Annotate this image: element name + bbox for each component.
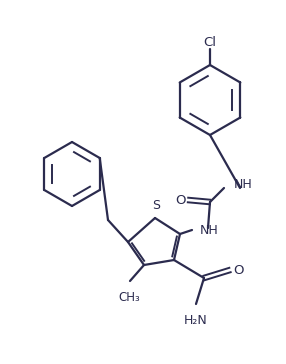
Text: O: O [176,194,186,206]
Text: O: O [233,264,243,277]
Text: H₂N: H₂N [184,314,208,327]
Text: NH: NH [234,178,253,190]
Text: Cl: Cl [204,36,217,48]
Text: CH₃: CH₃ [118,291,140,304]
Text: S: S [152,199,160,212]
Text: NH: NH [200,223,219,237]
